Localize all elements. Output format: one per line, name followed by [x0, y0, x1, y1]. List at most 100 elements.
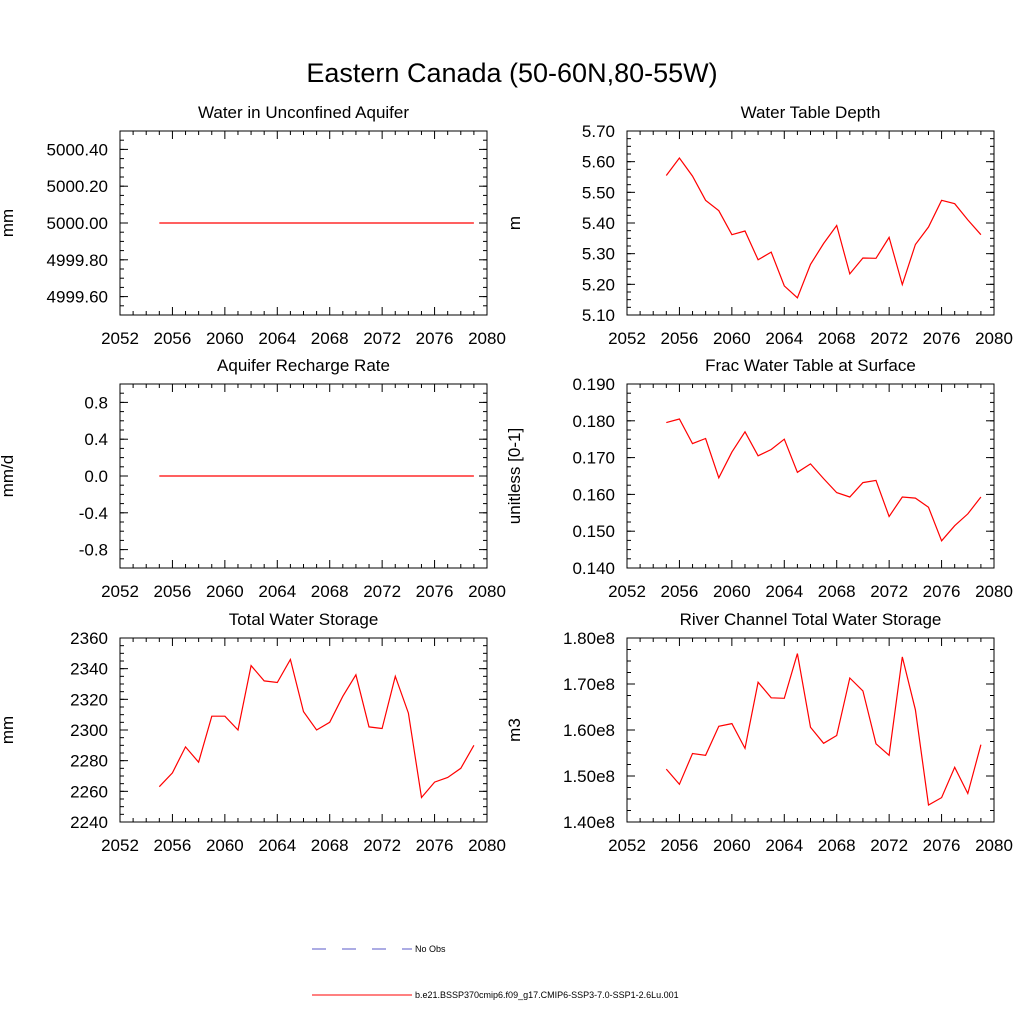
y-axis-label: mm	[0, 209, 17, 237]
x-tick-label: 2076	[923, 836, 961, 855]
y-tick-label: 5.50	[582, 183, 615, 202]
x-tick-label: 2056	[661, 329, 699, 348]
x-tick-label: 2056	[661, 836, 699, 855]
chart-panel: 2052 2056 2060 2064 2068 2072 2076 2080 -0.8 -0.4…	[0, 356, 506, 601]
plot-frame	[626, 130, 995, 316]
x-tick-label: 2076	[923, 329, 961, 348]
y-axis-label: mm	[0, 716, 17, 744]
y-tick-label: 5000.00	[47, 214, 108, 233]
x-tick-label: 2076	[416, 836, 454, 855]
x-tick-label: 2060	[713, 836, 751, 855]
panel-title: Water in Unconfined Aquifer	[198, 103, 409, 122]
chart-panel: 2052 2056 2060 2064 2068 2072 2076 2080 2240 2260…	[0, 610, 506, 855]
x-tick-label: 2072	[363, 582, 401, 601]
chart-panel: 2052 2056 2060 2064 2068 2072 2076 2080 5.10 5.20…	[505, 103, 1013, 348]
x-tick-label: 2072	[870, 836, 908, 855]
series-line	[158, 657, 475, 799]
y-tick-label: 2260	[70, 782, 108, 801]
y-tick-label: 0.180	[572, 412, 615, 431]
chart-panel: 2052 2056 2060 2064 2068 2072 2076 2080 4999.60 4…	[0, 103, 506, 348]
x-tick-label: 2068	[818, 836, 856, 855]
x-tick-label: 2080	[975, 329, 1013, 348]
plot-frame	[119, 637, 488, 823]
chart-panel: 2052 2056 2060 2064 2068 2072 2076 2080 0.140 0.1…	[505, 356, 1013, 601]
x-tick-label: 2064	[258, 836, 296, 855]
x-tick-label: 2056	[154, 329, 192, 348]
x-tick-label: 2080	[975, 836, 1013, 855]
y-tick-label: 0.8	[84, 393, 108, 412]
x-tick-label: 2052	[608, 582, 646, 601]
x-tick-label: 2056	[154, 836, 192, 855]
x-tick-label: 2064	[765, 582, 803, 601]
y-tick-label: 5.10	[582, 306, 615, 325]
x-tick-label: 2056	[661, 582, 699, 601]
x-tick-label: 2068	[818, 582, 856, 601]
panel-title: River Channel Total Water Storage	[680, 610, 942, 629]
y-tick-label: 4999.80	[47, 251, 108, 270]
y-tick-label: 2340	[70, 660, 108, 679]
x-tick-label: 2072	[870, 582, 908, 601]
x-tick-label: 2052	[101, 329, 139, 348]
y-tick-label: 5.60	[582, 153, 615, 172]
series-line	[665, 653, 982, 806]
plot-frame	[626, 383, 995, 569]
x-tick-label: 2064	[258, 582, 296, 601]
y-tick-label: 5000.40	[47, 140, 108, 159]
legend-label: b.e21.BSSP370cmip6.f09_g17.CMIP6-SSP3-7.…	[415, 990, 679, 1000]
y-tick-label: 0.4	[84, 430, 108, 449]
y-axis-label: m3	[505, 718, 524, 742]
y-tick-label: 1.70e8	[563, 675, 615, 694]
x-tick-label: 2068	[818, 329, 856, 348]
x-tick-label: 2076	[416, 582, 454, 601]
series-line	[666, 418, 982, 542]
y-tick-label: 1.50e8	[563, 767, 615, 786]
x-tick-label: 2064	[258, 329, 296, 348]
y-tick-label: 1.40e8	[563, 813, 615, 832]
x-tick-label: 2068	[311, 582, 349, 601]
y-tick-label: 1.60e8	[563, 721, 615, 740]
legend: No Obs b.e21.BSSP370cmip6.f09_g17.CMIP6-S…	[312, 944, 679, 1000]
x-tick-label: 2072	[363, 329, 401, 348]
x-tick-label: 2080	[468, 582, 506, 601]
y-tick-label: 0.190	[572, 375, 615, 394]
y-tick-label: 2240	[70, 813, 108, 832]
x-tick-label: 2060	[206, 836, 244, 855]
y-tick-label: 0.0	[84, 467, 108, 486]
x-tick-label: 2072	[870, 329, 908, 348]
x-tick-label: 2052	[608, 836, 646, 855]
y-tick-label: 0.150	[572, 522, 615, 541]
panel-title: Frac Water Table at Surface	[705, 356, 916, 375]
x-tick-label: 2060	[713, 329, 751, 348]
x-tick-label: 2056	[154, 582, 192, 601]
x-tick-label: 2052	[101, 582, 139, 601]
series-line	[665, 156, 982, 299]
chart-panel: 2052 2056 2060 2064 2068 2072 2076 2080 1.40e8 1.…	[505, 610, 1013, 855]
y-tick-label: 2300	[70, 721, 108, 740]
y-axis-label: m	[505, 216, 524, 230]
y-tick-label: 4999.60	[47, 288, 108, 307]
y-tick-label: -0.8	[79, 541, 108, 560]
y-axis-label: mm/d	[0, 455, 17, 498]
y-tick-label: 5.40	[582, 214, 615, 233]
figure-title: Eastern Canada (50-60N,80-55W)	[306, 58, 717, 88]
x-tick-label: 2064	[765, 329, 803, 348]
x-tick-label: 2068	[311, 329, 349, 348]
y-axis-label: unitless [0-1]	[505, 428, 524, 524]
x-tick-label: 2060	[713, 582, 751, 601]
x-tick-label: 2076	[923, 582, 961, 601]
x-tick-label: 2080	[975, 582, 1013, 601]
y-tick-label: 5.20	[582, 275, 615, 294]
x-tick-label: 2060	[206, 582, 244, 601]
y-tick-label: 0.160	[572, 485, 615, 504]
x-tick-label: 2080	[468, 329, 506, 348]
x-tick-label: 2060	[206, 329, 244, 348]
y-tick-label: 5.30	[582, 245, 615, 264]
panel-title: Total Water Storage	[229, 610, 379, 629]
x-tick-label: 2076	[416, 329, 454, 348]
x-tick-label: 2052	[608, 329, 646, 348]
y-tick-label: 5.70	[582, 122, 615, 141]
panel-title: Aquifer Recharge Rate	[217, 356, 390, 375]
y-tick-label: -0.4	[79, 504, 108, 523]
x-tick-label: 2072	[363, 836, 401, 855]
